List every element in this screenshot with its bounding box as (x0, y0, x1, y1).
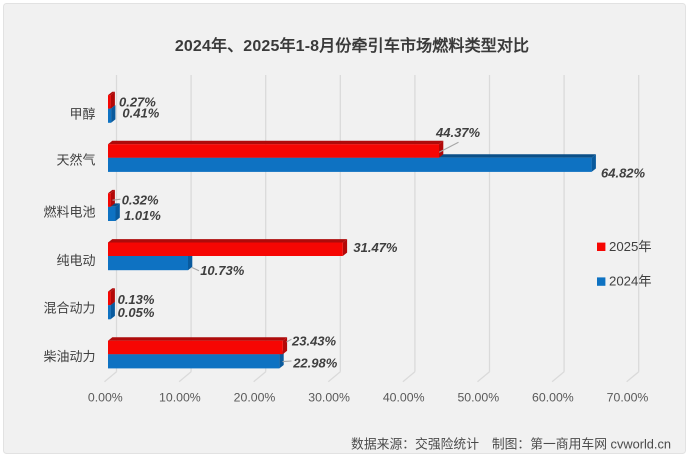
svg-text:10.00%: 10.00% (159, 391, 201, 405)
svg-text:混合动力: 混合动力 (43, 300, 95, 315)
svg-text:50.00%: 50.00% (457, 391, 499, 405)
svg-text:燃料电池: 燃料电池 (43, 204, 95, 219)
svg-text:2025年: 2025年 (609, 239, 652, 254)
svg-text:40.00%: 40.00% (383, 391, 425, 405)
svg-text:1.01%: 1.01% (124, 208, 161, 223)
svg-text:0.00%: 0.00% (88, 391, 123, 405)
svg-text:0.13%: 0.13% (118, 292, 155, 307)
svg-text:10.73%: 10.73% (200, 263, 245, 278)
svg-text:31.47%: 31.47% (353, 240, 398, 255)
svg-text:44.37%: 44.37% (435, 125, 481, 140)
svg-text:2024年: 2024年 (609, 274, 652, 289)
svg-text:0.27%: 0.27% (119, 94, 156, 109)
svg-text:64.82%: 64.82% (601, 165, 646, 180)
svg-text:0.32%: 0.32% (122, 193, 159, 208)
svg-text:30.00%: 30.00% (308, 391, 350, 405)
svg-text:2024年、2025年1-8月份牵引车市场燃料类型对比: 2024年、2025年1-8月份牵引车市场燃料类型对比 (175, 36, 529, 55)
svg-text:70.00%: 70.00% (607, 391, 649, 405)
svg-text:纯电动: 纯电动 (56, 253, 95, 268)
svg-text:20.00%: 20.00% (234, 391, 276, 405)
svg-text:天然气: 天然气 (56, 153, 95, 168)
svg-text:60.00%: 60.00% (532, 391, 574, 405)
svg-text:0.05%: 0.05% (118, 305, 155, 320)
svg-text:23.43%: 23.43% (291, 333, 337, 348)
svg-text:22.98%: 22.98% (292, 356, 338, 371)
svg-text:0.41%: 0.41% (122, 106, 159, 121)
svg-text:柴油动力: 柴油动力 (43, 349, 95, 364)
svg-text:数据来源：交强险统计 制图：第一商用车网 cvworld.c: 数据来源：交强险统计 制图：第一商用车网 cvworld.cn (351, 437, 671, 452)
svg-text:甲醇: 甲醇 (69, 106, 95, 121)
